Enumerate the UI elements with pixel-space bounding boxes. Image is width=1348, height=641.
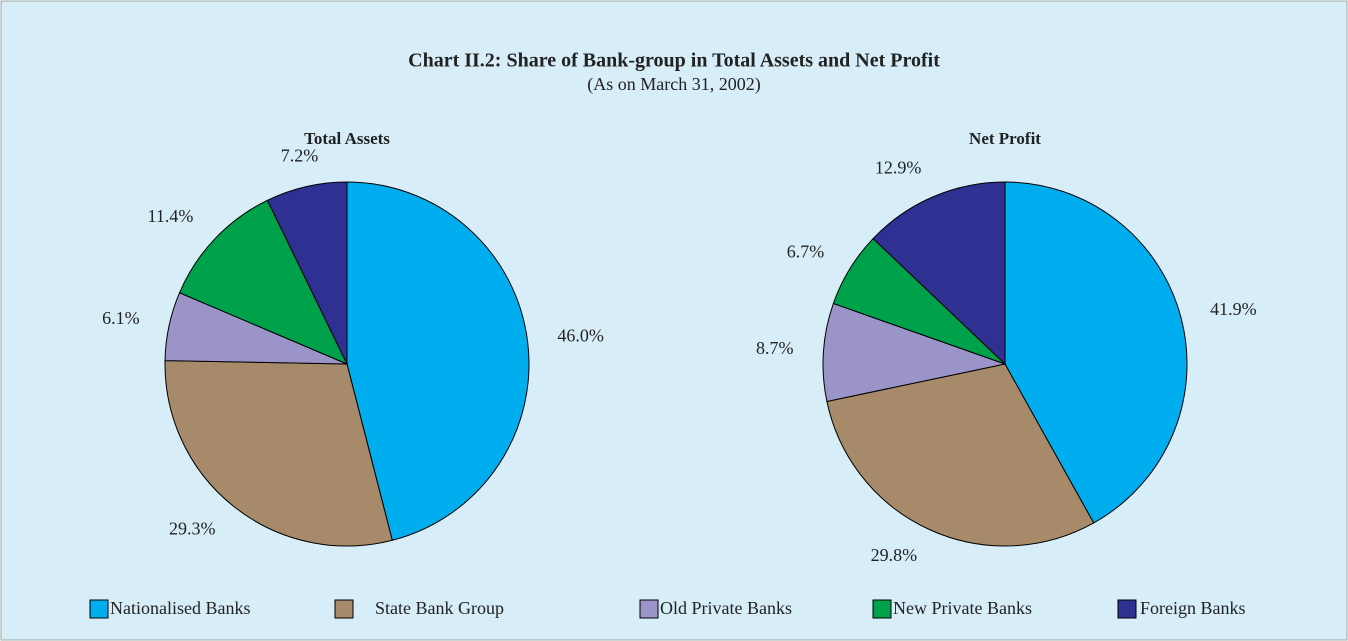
data-label: 6.1% xyxy=(102,308,140,328)
pie-slice xyxy=(266,181,348,365)
legend-swatch xyxy=(1117,599,1137,619)
legend-label: Foreign Banks xyxy=(1140,598,1246,618)
data-label: 41.9% xyxy=(1210,299,1257,319)
data-label: 29.8% xyxy=(871,545,918,565)
pie-slice xyxy=(164,360,393,547)
data-label: 8.7% xyxy=(756,338,794,358)
pie-title: Net Profit xyxy=(969,129,1041,148)
data-label: 12.9% xyxy=(875,157,922,177)
legend-swatch xyxy=(334,599,354,619)
legend-swatch xyxy=(872,599,892,619)
pie-slice xyxy=(1004,181,1188,524)
chart-title: Chart II.2: Share of Bank-group in Total… xyxy=(408,50,940,72)
data-label: 29.3% xyxy=(169,518,216,538)
legend-label: New Private Banks xyxy=(893,598,1032,618)
data-label: 6.7% xyxy=(787,241,825,261)
legend-swatch xyxy=(89,599,109,619)
data-label: 46.0% xyxy=(557,326,604,346)
pie-slice xyxy=(826,363,1095,547)
data-label: 7.2% xyxy=(281,146,319,166)
pie-slice xyxy=(822,302,1007,403)
pie-slice xyxy=(346,181,530,541)
legend-label: State Bank Group xyxy=(375,598,504,618)
data-label: 11.4% xyxy=(148,206,194,226)
chart-subtitle: (As on March 31, 2002) xyxy=(587,74,760,95)
legend-label: Nationalised Banks xyxy=(110,598,250,618)
legend-label: Old Private Banks xyxy=(660,598,792,618)
pie-slice xyxy=(178,199,349,365)
pie-title: Total Assets xyxy=(304,129,390,148)
legend-swatch xyxy=(639,599,659,619)
pie-slice xyxy=(872,181,1006,366)
